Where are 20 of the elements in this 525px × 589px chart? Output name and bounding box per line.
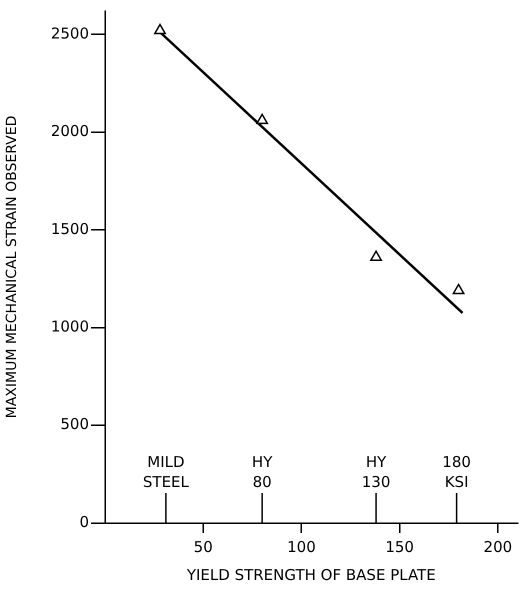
point xyxy=(452,284,465,294)
y-tick-label: 1500 xyxy=(50,220,89,238)
y-tick-label: 1000 xyxy=(50,317,89,336)
x-tick-label: 150 xyxy=(385,538,414,556)
ref-line-label: 180 KSI xyxy=(442,453,471,491)
x-tick-label: 100 xyxy=(287,538,316,556)
ref-line-label: MILD STEEL xyxy=(142,453,190,491)
ref-line-label: HY 130 xyxy=(362,453,390,491)
point xyxy=(154,24,166,34)
y-tick-label: 500 xyxy=(60,415,89,434)
y-tick-label: 2500 xyxy=(50,24,89,42)
y-tick-label: 2000 xyxy=(50,122,89,140)
y-tick-label: 0 xyxy=(79,512,89,531)
x-tick-label: 50 xyxy=(194,538,213,556)
x-axis-title: YIELD STRENGTH OF BASE PLATE xyxy=(186,566,436,584)
x-tick-label: 200 xyxy=(484,538,512,556)
y-axis-title: MAXIMUM MECHANICAL STRAIN OBSERVED xyxy=(4,116,20,418)
point xyxy=(256,114,268,124)
ref-line-label: HY 80 xyxy=(252,453,274,491)
point xyxy=(370,250,382,261)
